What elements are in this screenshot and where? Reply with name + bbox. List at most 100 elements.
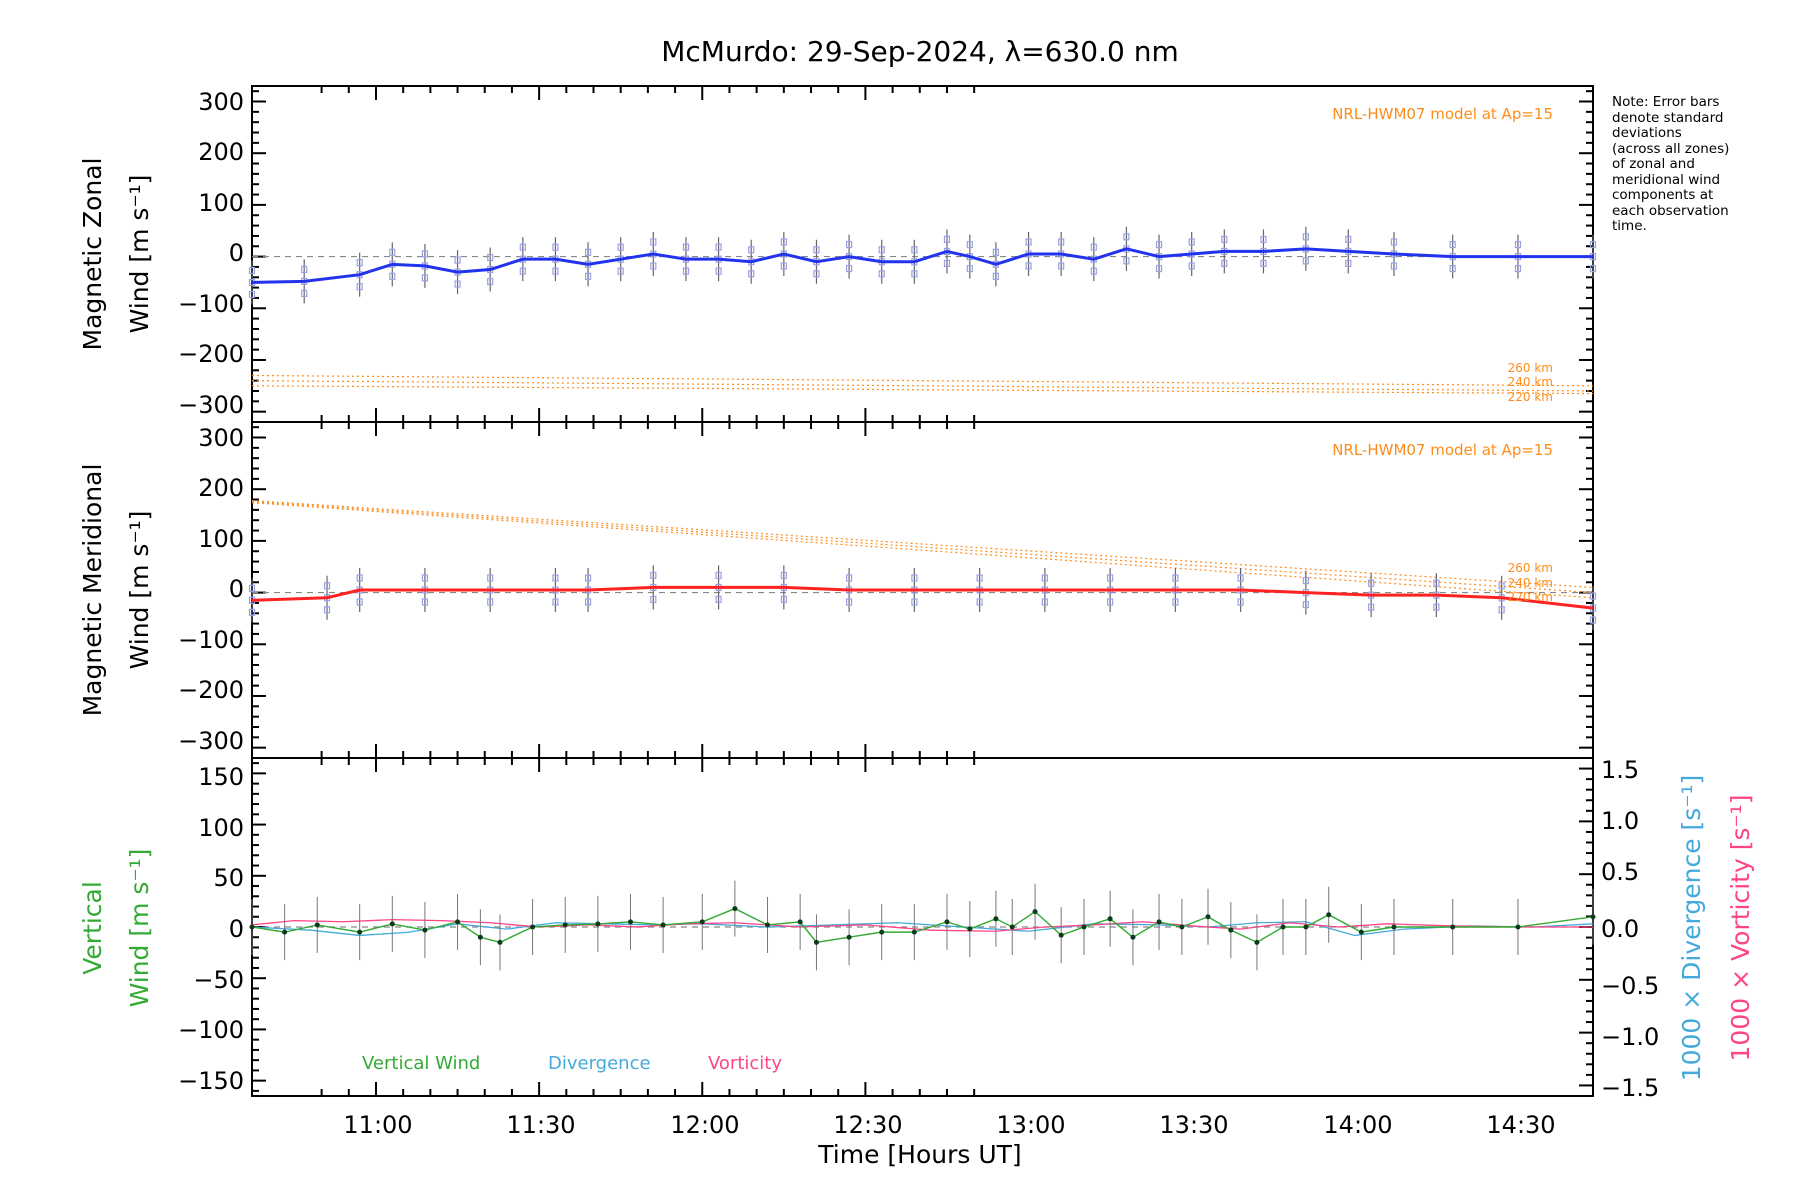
legend-vorticity: Vorticity bbox=[708, 1053, 782, 1074]
vertical-wind-point bbox=[732, 906, 738, 912]
vertical-y2tick-label: −0.5 bbox=[1601, 972, 1659, 1000]
zone-marker bbox=[584, 248, 592, 256]
vertical-wind-point bbox=[530, 924, 536, 930]
zone-marker bbox=[911, 598, 918, 606]
zonal-ytick-label: 0 bbox=[229, 239, 244, 267]
zone-marker bbox=[1390, 238, 1398, 246]
zone-marker bbox=[356, 259, 363, 267]
zone-marker bbox=[1123, 233, 1130, 241]
zone-marker bbox=[715, 243, 722, 251]
zone-marker bbox=[1090, 267, 1097, 275]
vertical-wind-point bbox=[595, 921, 601, 927]
zone-marker bbox=[1221, 259, 1228, 268]
vertical-wind-point bbox=[627, 919, 633, 925]
zone-marker bbox=[356, 283, 363, 291]
zone-marker bbox=[650, 238, 657, 246]
zone-marker bbox=[1589, 240, 1597, 249]
zone-marker bbox=[1589, 264, 1597, 273]
xtick-label: 14:30 bbox=[1486, 1111, 1555, 1139]
zone-marker bbox=[976, 574, 983, 582]
model-line-260-km bbox=[251, 499, 1594, 589]
zone-marker bbox=[584, 272, 592, 280]
vertical-wind-point bbox=[911, 929, 917, 935]
zone-marker bbox=[1368, 603, 1375, 611]
zonal-ylabel-line1: Magnetic Zonal bbox=[78, 158, 107, 351]
zone-marker bbox=[487, 574, 494, 582]
zone-marker bbox=[650, 262, 657, 270]
meridional-ytick-label: 300 bbox=[198, 424, 244, 452]
zone-marker bbox=[1433, 603, 1440, 611]
note-line: denote standard bbox=[1612, 109, 1724, 126]
vertical-y2tick-label: 1.0 bbox=[1601, 807, 1639, 835]
xtick-label: 12:30 bbox=[833, 1111, 902, 1139]
vertical-ylabel-line1: Vertical bbox=[78, 881, 107, 975]
zonal-wind-line bbox=[251, 247, 1593, 284]
chart-title: McMurdo: 29-Sep-2024, λ=630.0 nm bbox=[661, 35, 1179, 68]
zone-marker bbox=[421, 574, 429, 582]
note-line: deviations bbox=[1612, 125, 1682, 141]
zone-marker bbox=[1107, 574, 1114, 582]
zone-marker bbox=[966, 240, 973, 249]
vertical-wind-point bbox=[1032, 909, 1038, 915]
legend-vertical-wind: Vertical Wind bbox=[362, 1053, 480, 1074]
vertical-wind-point bbox=[993, 916, 999, 922]
data-marks bbox=[248, 226, 1597, 971]
vertical-wind-point bbox=[314, 922, 320, 928]
zone-marker bbox=[966, 264, 973, 273]
meridional-ytick-label: 200 bbox=[198, 474, 244, 502]
zone-marker bbox=[301, 265, 308, 273]
vertical-ytick-label: 50 bbox=[213, 864, 244, 892]
zone-marker bbox=[1155, 240, 1163, 249]
vertical-wind-point bbox=[879, 929, 885, 935]
zonal-model-alt-220: 220 km bbox=[1508, 390, 1553, 404]
vertical-wind-point bbox=[967, 926, 973, 932]
zone-marker bbox=[356, 598, 363, 606]
vertical-wind-point bbox=[1058, 932, 1064, 938]
zone-marker bbox=[487, 253, 494, 262]
vertical-y2tick-label: 0.5 bbox=[1601, 858, 1639, 886]
meridional-model-alt-220: 220 km bbox=[1508, 590, 1553, 604]
zone-marker bbox=[617, 243, 624, 251]
vertical-wind-point bbox=[699, 919, 705, 925]
vertical-y2tick-label: −1.0 bbox=[1601, 1023, 1659, 1051]
zone-marker bbox=[552, 598, 559, 606]
zone-marker bbox=[248, 290, 256, 299]
zone-marker bbox=[845, 264, 853, 273]
meridional-model-label: NRL-HWM07 model at Ap=15 bbox=[1332, 441, 1553, 459]
zone-marker bbox=[780, 571, 787, 580]
zonal-ylabel-line2: Wind [m s⁻¹] bbox=[125, 175, 154, 334]
zone-marker bbox=[650, 571, 657, 580]
meridional-ylabel-line2: Wind [m s⁻¹] bbox=[125, 511, 154, 670]
zone-marker bbox=[878, 270, 885, 278]
vertical-wind-point bbox=[944, 919, 950, 925]
zonal-ytick-label: −300 bbox=[178, 391, 244, 419]
zone-marker bbox=[1302, 257, 1309, 265]
zone-marker bbox=[552, 574, 559, 582]
zone-marker bbox=[943, 259, 951, 268]
error-bar-note: Note: Error bars denote standard deviati… bbox=[1612, 94, 1792, 235]
zone-marker bbox=[454, 256, 461, 264]
meridional-model-alt-260: 260 km bbox=[1508, 561, 1553, 575]
zone-marker bbox=[356, 574, 363, 582]
xtick-label: 14:00 bbox=[1323, 1111, 1392, 1139]
note-line: each observation bbox=[1612, 202, 1729, 219]
vertical-ytick-label: 150 bbox=[198, 763, 244, 791]
model-line-240-km bbox=[251, 501, 1594, 594]
zone-marker bbox=[323, 582, 331, 590]
vertical-wind-point bbox=[1179, 924, 1185, 930]
vertical-ytick-label: −100 bbox=[178, 1016, 244, 1044]
zone-marker bbox=[1302, 576, 1309, 585]
zone-marker bbox=[1449, 264, 1456, 273]
zone-marker bbox=[1237, 574, 1244, 582]
xtick-label: 13:30 bbox=[1159, 1111, 1228, 1139]
zone-marker bbox=[1188, 238, 1195, 246]
zone-marker bbox=[1302, 600, 1309, 609]
vertical-ytick-label: −150 bbox=[178, 1067, 244, 1095]
zonal-model-alt-260: 260 km bbox=[1508, 361, 1553, 375]
zone-marker bbox=[748, 246, 755, 254]
zone-marker bbox=[1058, 262, 1065, 270]
vertical-wind-point bbox=[1450, 924, 1456, 930]
zone-marker bbox=[845, 598, 853, 606]
vertical-y2tick-label: −1.5 bbox=[1601, 1074, 1659, 1102]
xtick-label: 11:30 bbox=[506, 1111, 575, 1139]
